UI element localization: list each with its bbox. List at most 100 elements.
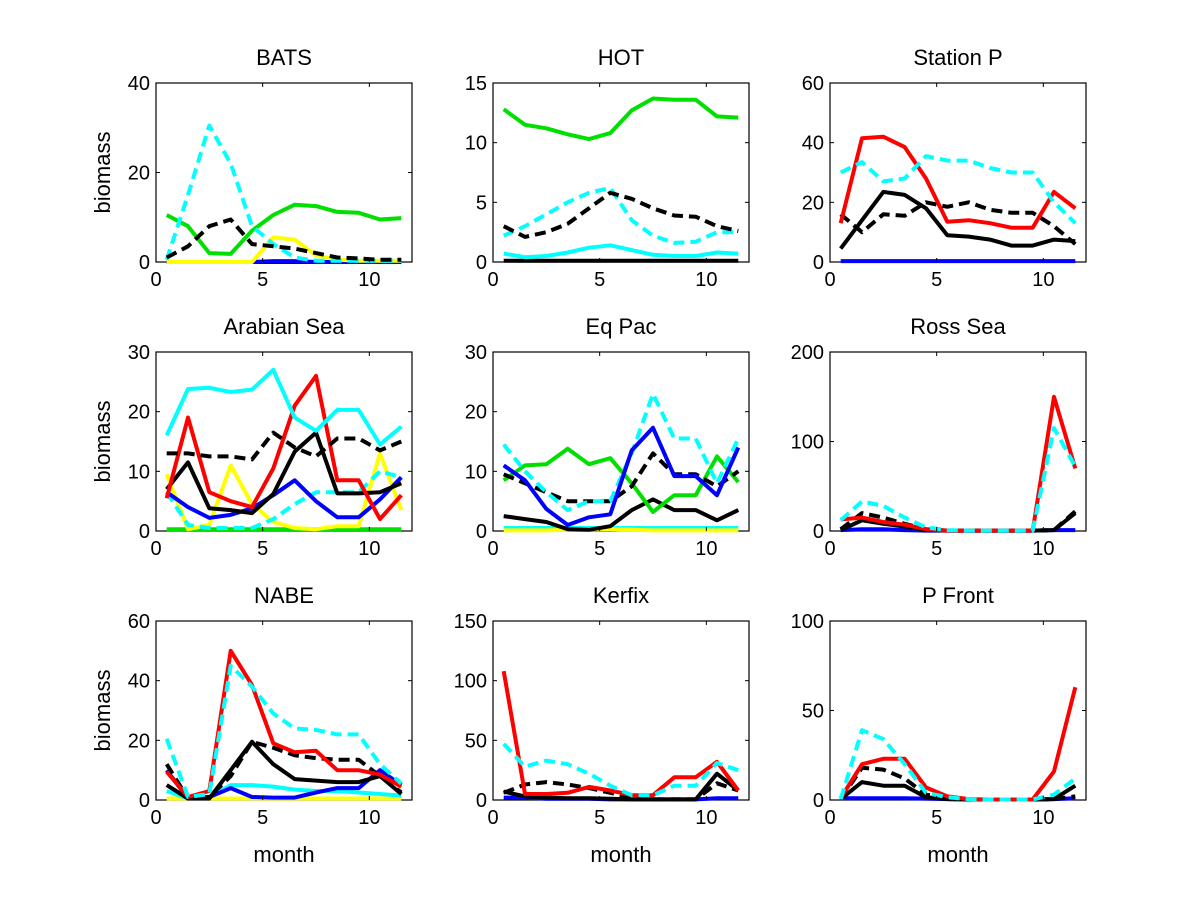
y-tick-label: 10 [465,461,487,483]
series-line-red [165,648,403,799]
x-tick-label: 10 [1032,807,1054,829]
series-line-cyan [164,367,403,447]
series-line-blue [165,475,403,520]
y-tick-label: 20 [128,163,150,185]
panel-title: NABE [254,583,314,608]
y-tick-label: 30 [128,342,150,364]
panel-title: Station P [913,45,1002,70]
series-line-black-dashed [166,430,403,462]
x-tick-label: 10 [695,269,717,291]
x-tick-label: 0 [150,269,161,291]
y-tick-label: 20 [802,192,824,214]
y-tick-label: 0 [476,790,487,812]
series-line-red [501,670,740,798]
x-tick-label: 10 [695,538,717,560]
x-tick-label: 5 [257,269,268,291]
x-tick-label: 5 [257,807,268,829]
series-group [501,670,740,802]
x-tick-label: 5 [257,538,268,560]
x-tick-label: 5 [931,269,942,291]
x-axis-label: month [590,842,651,867]
y-tick-label: 20 [128,730,150,752]
y-tick-label: 20 [128,402,150,424]
panel-title: Kerfix [593,583,649,608]
series-line-green [502,96,739,142]
axes-box [492,82,750,263]
y-tick-label: 10 [128,461,150,483]
axes-box [829,351,1087,532]
y-tick-label: 0 [476,252,487,274]
panel-eq-pac: 0 5 10 0 10 20 30 Eq Pac [465,314,750,560]
x-tick-label: 0 [824,269,835,291]
y-tick-label: 0 [813,790,824,812]
y-tick-label: 0 [139,790,150,812]
x-tick-label: 5 [594,807,605,829]
series-line-red [838,134,1077,230]
y-tick-label: 150 [454,611,487,633]
x-tick-label: 0 [487,538,498,560]
panel-title: Arabian Sea [223,314,345,339]
y-tick-label: 50 [465,730,487,752]
series-line-red [164,373,403,522]
axes-box [492,620,750,801]
series-group [164,123,402,264]
y-tick-label: 30 [465,342,487,364]
series-line-black [503,771,740,802]
series-line-black [503,497,740,532]
y-tick-label: 40 [128,73,150,95]
series-group [164,367,404,532]
y-tick-label: 60 [128,611,150,633]
series-group [502,96,739,263]
x-tick-label: 10 [1032,538,1054,560]
y-tick-label: 0 [476,521,487,543]
series-line-black-dashed [839,200,1077,246]
y-tick-label: 0 [139,521,150,543]
y-tick-label: 200 [791,342,824,364]
y-tick-label: 5 [476,192,487,214]
series-group [838,686,1078,802]
x-tick-label: 10 [358,807,380,829]
x-axis-label: month [253,842,314,867]
series-line-cyan [503,243,739,260]
y-tick-label: 40 [802,133,824,155]
series-group [164,648,403,801]
x-tick-label: 10 [358,269,380,291]
series-group [839,394,1078,533]
series-line-black-dashed [502,780,739,802]
axes-box [155,82,413,263]
x-tick-label: 5 [931,807,942,829]
x-tick-label: 0 [150,807,161,829]
y-tick-label: 0 [813,521,824,543]
y-axis-label: biomass [90,670,115,752]
series-line-cyan-dashed [502,186,739,245]
y-tick-label: 40 [128,671,150,693]
series-line-cyan-dashed [839,154,1077,225]
series-line-black [839,189,1076,250]
x-tick-label: 5 [594,538,605,560]
series-line-black [165,430,403,516]
x-axis-label: month [927,842,988,867]
axes-box [492,351,750,532]
panel-station-p: 0 5 10 0 20 40 60 Station P [802,45,1087,291]
series-line-green [502,446,740,514]
series-line-yellow [166,235,402,264]
x-tick-label: 0 [824,807,835,829]
x-tick-label: 5 [594,269,605,291]
series-line-yellow [503,527,739,533]
x-tick-label: 10 [358,538,380,560]
x-tick-label: 10 [1032,269,1054,291]
panel-title: Eq Pac [586,314,657,339]
x-tick-label: 0 [487,807,498,829]
panel-title: P Front [922,583,994,608]
panel-bats: 0 5 10 0 20 40 BATS biomass [90,45,413,291]
y-axis-label: biomass [90,132,115,214]
panel-title: HOT [598,45,644,70]
series-line-cyan-dashed [164,663,403,799]
x-tick-label: 0 [150,538,161,560]
panel-hot: 0 5 10 0 5 10 15 HOT [465,45,750,291]
y-tick-label: 100 [791,611,824,633]
